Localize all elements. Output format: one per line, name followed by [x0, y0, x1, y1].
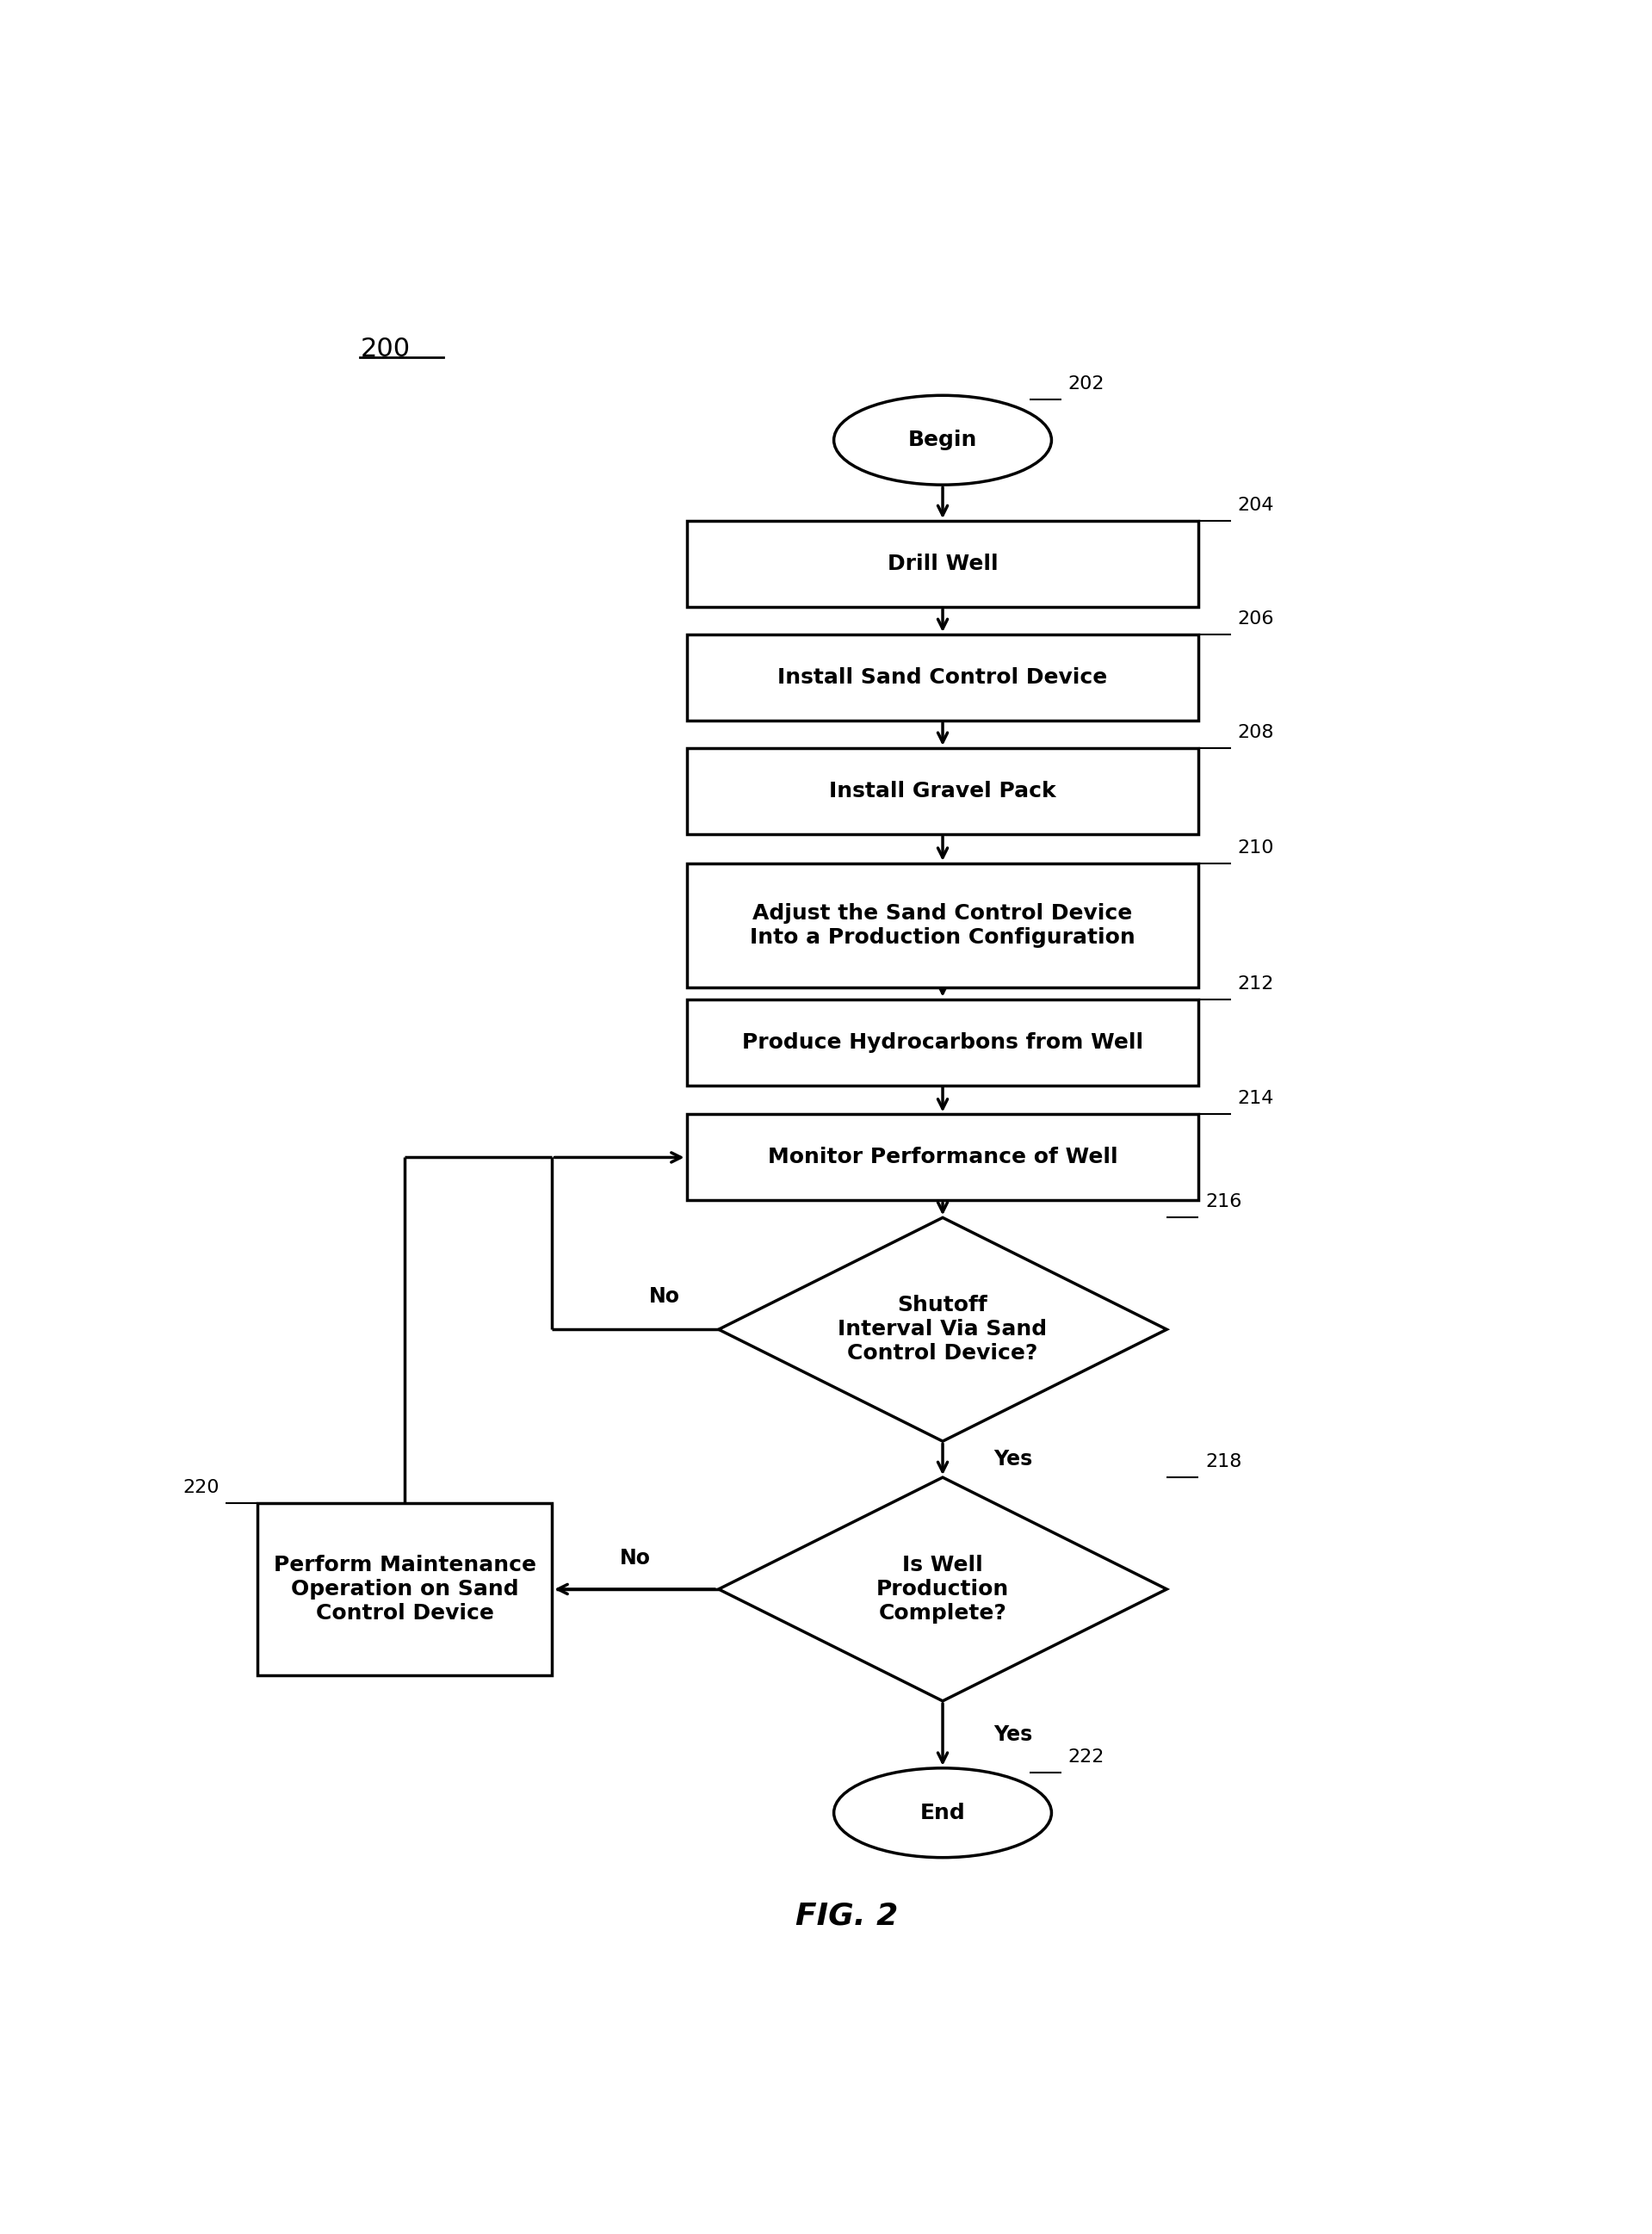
Polygon shape	[719, 1218, 1166, 1441]
Text: 216: 216	[1206, 1193, 1242, 1211]
Text: Adjust the Sand Control Device
Into a Production Configuration: Adjust the Sand Control Device Into a Pr…	[750, 903, 1135, 947]
Text: Perform Maintenance
Operation on Sand
Control Device: Perform Maintenance Operation on Sand Co…	[274, 1555, 537, 1624]
Bar	[687, 862, 1199, 987]
Bar	[258, 1503, 552, 1676]
Text: Shutoff
Interval Via Sand
Control Device?: Shutoff Interval Via Sand Control Device…	[838, 1296, 1047, 1363]
Text: FIG. 2: FIG. 2	[795, 1901, 899, 1930]
Bar	[687, 748, 1199, 833]
Text: No: No	[649, 1287, 681, 1307]
Text: 202: 202	[1069, 375, 1105, 393]
Bar	[687, 1115, 1199, 1200]
Text: Produce Hydrocarbons from Well: Produce Hydrocarbons from Well	[742, 1032, 1143, 1052]
Text: Monitor Performance of Well: Monitor Performance of Well	[768, 1146, 1118, 1168]
Text: 214: 214	[1237, 1090, 1274, 1108]
Text: 212: 212	[1237, 974, 1274, 992]
Text: Yes: Yes	[995, 1450, 1032, 1470]
Text: Begin: Begin	[909, 429, 978, 451]
Bar	[687, 521, 1199, 608]
Ellipse shape	[834, 395, 1051, 485]
Text: Drill Well: Drill Well	[887, 554, 998, 574]
Text: No: No	[620, 1548, 651, 1568]
Text: Yes: Yes	[995, 1725, 1032, 1745]
Bar	[687, 999, 1199, 1086]
Text: Install Sand Control Device: Install Sand Control Device	[778, 668, 1107, 688]
Text: Is Well
Production
Complete?: Is Well Production Complete?	[876, 1555, 1009, 1624]
Bar	[687, 634, 1199, 722]
Text: 204: 204	[1237, 496, 1274, 514]
Ellipse shape	[834, 1767, 1051, 1856]
Text: End: End	[920, 1803, 965, 1823]
Text: 222: 222	[1069, 1749, 1105, 1765]
Polygon shape	[719, 1477, 1166, 1700]
Text: 210: 210	[1237, 840, 1274, 856]
Text: 200: 200	[360, 337, 410, 362]
Text: 206: 206	[1237, 610, 1274, 628]
Text: 208: 208	[1237, 724, 1274, 742]
Text: Install Gravel Pack: Install Gravel Pack	[829, 780, 1056, 802]
Text: 220: 220	[183, 1479, 220, 1497]
Text: 218: 218	[1206, 1454, 1242, 1470]
